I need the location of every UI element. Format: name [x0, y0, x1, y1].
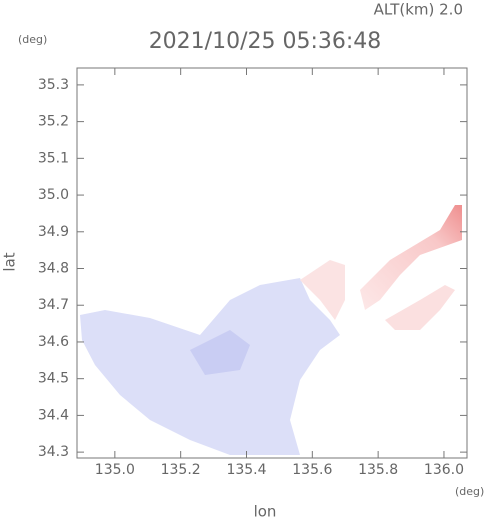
pink-region: [300, 260, 345, 320]
pink-region: [360, 205, 462, 310]
field: [80, 205, 462, 455]
x-tick-label: 135.4: [226, 462, 266, 478]
x-tick-label: 135.0: [95, 462, 135, 478]
y-tick-label: 34.6: [38, 334, 69, 350]
y-tick-label: 35.2: [38, 114, 69, 130]
y-tick-label: 34.7: [38, 297, 69, 313]
x-tick-label: 136.0: [424, 462, 464, 478]
y-tick-label: 34.4: [38, 407, 69, 423]
pink-region: [385, 285, 455, 330]
y-tick-label: 34.5: [38, 371, 69, 387]
annotation: ALT(km) 2.0: [374, 1, 463, 19]
x-unit: (deg): [455, 485, 484, 498]
plot-frame: [76, 67, 468, 459]
y-unit: (deg): [18, 33, 47, 46]
y-tick-label: 35.1: [38, 150, 69, 166]
y-tick-label: 34.3: [38, 444, 69, 460]
blue-region-dark: [190, 330, 250, 375]
x-tick-label: 135.6: [292, 462, 332, 478]
y-axis-label: lat: [1, 252, 19, 271]
x-axis-label: lon: [254, 503, 277, 521]
x-tick-label: 135.8: [358, 462, 398, 478]
y-tick-label: 34.9: [38, 224, 69, 240]
chart-title: 2021/10/25 05:36:48: [149, 29, 382, 54]
x-tick-label: 135.2: [161, 462, 201, 478]
y-tick-label: 34.8: [38, 261, 69, 277]
y-tick-label: 35.3: [38, 77, 69, 93]
y-tick-label: 35.0: [38, 187, 69, 203]
